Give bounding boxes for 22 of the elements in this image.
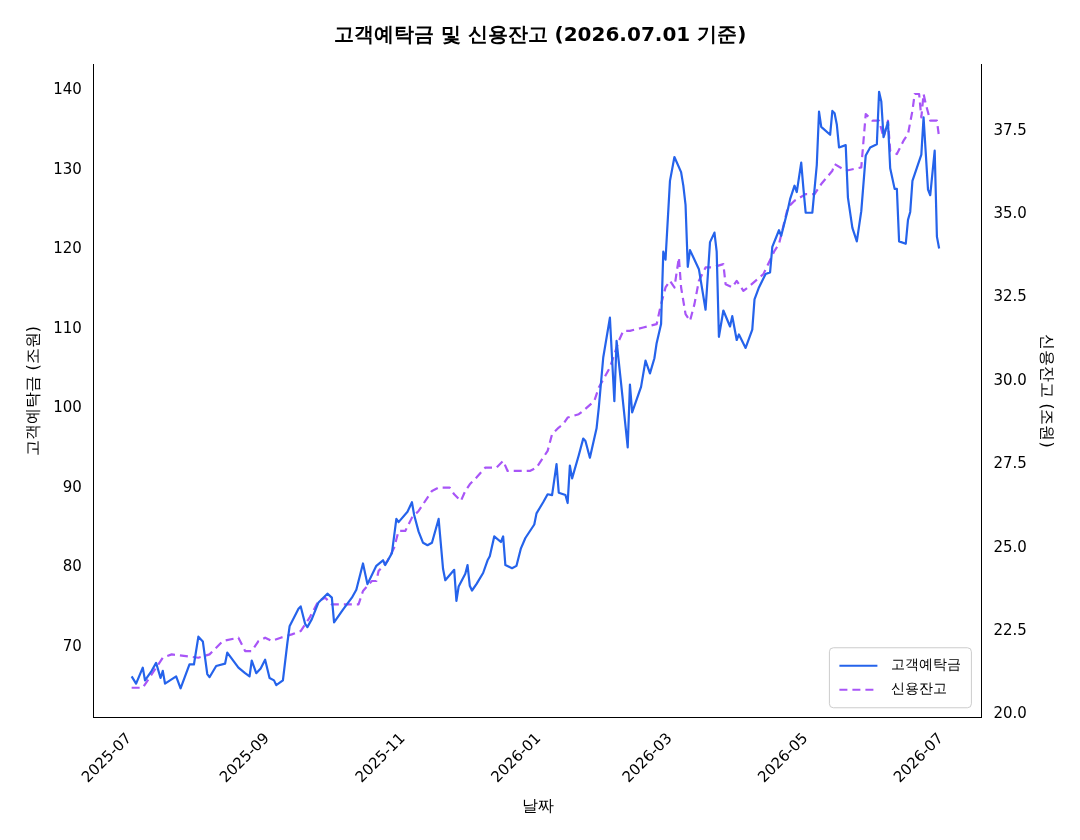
y-tick-label: 140 bbox=[53, 80, 82, 99]
legend-label: 신용잔고 bbox=[891, 680, 948, 697]
y-tick-label: 70 bbox=[62, 636, 82, 655]
y2-axis-title: 신용잔고 (조원) bbox=[1038, 334, 1058, 448]
legend-label: 고객예탁금 bbox=[891, 656, 962, 673]
y2-tick-label: 27.5 bbox=[993, 454, 1027, 473]
y-axis-title: 고객예탁금 (조원) bbox=[22, 326, 42, 456]
y2-tick-label: 35.0 bbox=[993, 203, 1027, 222]
y-tick-label: 100 bbox=[53, 398, 82, 417]
y2-tick-label: 25.0 bbox=[993, 537, 1027, 556]
chart-title: 고객예탁금 및 신용잔고 (2026.07.01 기준) bbox=[333, 22, 747, 47]
y-tick-label: 90 bbox=[62, 477, 82, 496]
y-tick-label: 110 bbox=[53, 318, 82, 337]
y-tick-label: 130 bbox=[53, 159, 82, 178]
y2-tick-label: 37.5 bbox=[993, 120, 1027, 139]
y2-tick-label: 20.0 bbox=[993, 704, 1027, 723]
y-tick-label: 120 bbox=[53, 239, 82, 258]
y2-tick-label: 22.5 bbox=[993, 620, 1027, 639]
y2-tick-label: 30.0 bbox=[993, 370, 1027, 389]
y2-tick-label: 32.5 bbox=[993, 287, 1027, 306]
y-tick-label: 80 bbox=[62, 557, 82, 576]
x-axis-title: 날짜 bbox=[521, 795, 554, 815]
